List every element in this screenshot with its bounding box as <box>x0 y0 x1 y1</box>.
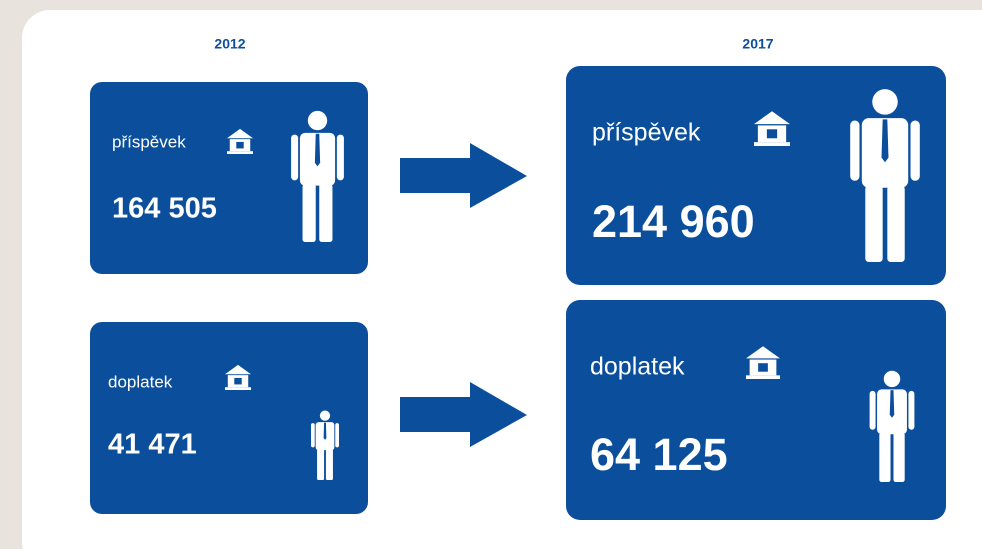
panel: příspěvek 214 960 <box>566 66 946 285</box>
panel-value: 41 471 <box>108 429 197 461</box>
panel: příspěvek 164 505 <box>90 82 368 274</box>
year-label: 2012 <box>214 36 245 52</box>
arrow <box>400 143 527 208</box>
panel-label: doplatek <box>590 353 685 381</box>
panel-label: příspěvek <box>592 119 701 147</box>
panel-value: 214 960 <box>592 196 755 247</box>
panel-label: doplatek <box>108 372 173 391</box>
panel-value: 64 125 <box>590 429 728 480</box>
arrow <box>400 382 527 447</box>
year-label: 2017 <box>742 36 773 52</box>
panel: doplatek 41 471 <box>90 322 368 514</box>
panel-label: příspěvek <box>112 132 186 151</box>
panel: doplatek 64 125 <box>566 300 946 520</box>
panel-value: 164 505 <box>112 193 217 225</box>
